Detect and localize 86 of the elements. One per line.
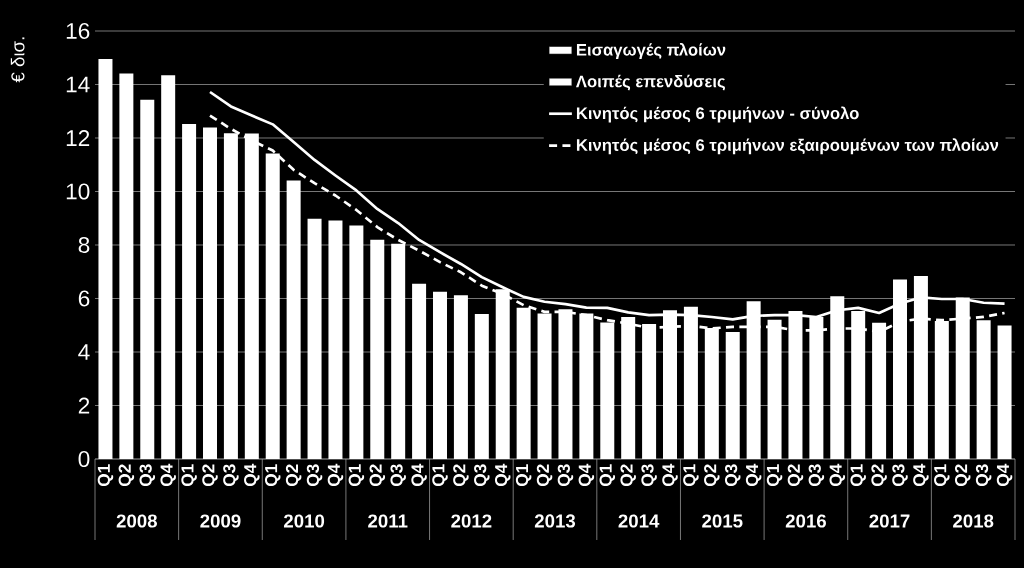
y-tick-label: 10 xyxy=(66,183,90,200)
bar xyxy=(328,220,343,459)
x-tick-label: Q3 xyxy=(808,464,825,487)
x-tick-label: Q3 xyxy=(139,464,156,487)
x-tick-label: Q3 xyxy=(975,464,992,487)
x-tick-label: Q3 xyxy=(474,464,490,487)
x-tick-label: Q4 xyxy=(829,463,846,487)
x-tick-label: Q2 xyxy=(202,464,218,487)
x-tick-label: Q1 xyxy=(934,464,950,487)
bar xyxy=(119,73,134,459)
bar xyxy=(412,283,427,459)
bar xyxy=(203,127,218,459)
text: 2014 xyxy=(618,514,660,528)
bar xyxy=(182,124,197,459)
x-tick-label: Q4 xyxy=(745,463,762,487)
text: 2016 xyxy=(785,514,826,528)
x-tick-label: Q4 xyxy=(160,463,176,487)
bar xyxy=(453,295,468,459)
x-tick-label: Q1 xyxy=(599,464,616,487)
text: 2012 xyxy=(451,514,492,528)
x-tick-label: Q3 xyxy=(223,464,239,487)
x-tick-label: Q2 xyxy=(620,464,636,487)
x-tick-label: Q1 xyxy=(181,464,197,487)
x-tick-label: Q2 xyxy=(453,464,469,487)
x-tick-label: Q4 xyxy=(913,463,929,487)
bar xyxy=(140,99,155,459)
y-tick-label: 6 xyxy=(78,290,90,307)
y-tick-label: 14 xyxy=(66,76,90,93)
x-tick-label: Q3 xyxy=(641,464,657,487)
y-tick-label: 8 xyxy=(78,236,90,254)
bar xyxy=(997,325,1012,459)
x-tick-label: Q1 xyxy=(850,464,866,487)
text: 2008 xyxy=(116,514,157,528)
bar xyxy=(474,314,489,459)
y-tick-label: 4 xyxy=(78,344,90,360)
x-tick-label: Q2 xyxy=(285,464,302,487)
y-axis-title: € δισ. xyxy=(10,37,25,83)
x-tick-label: Q4 xyxy=(996,463,1013,487)
text: 2015 xyxy=(702,514,743,528)
x-tick-label: Q1 xyxy=(264,464,281,487)
y-tick-label: 12 xyxy=(66,130,90,146)
legend-label: Εισαγωγές πλοίων xyxy=(576,43,726,59)
x-tick-label: Q3 xyxy=(724,464,741,487)
text: 2011 xyxy=(368,514,408,528)
bar xyxy=(161,75,176,459)
x-tick-label: Q1 xyxy=(683,464,699,487)
x-tick-label: Q4 xyxy=(244,463,260,487)
text: 2018 xyxy=(953,514,994,528)
y-tick-label: 2 xyxy=(78,397,90,414)
bar xyxy=(286,180,301,459)
x-tick-label: Q2 xyxy=(704,464,720,487)
x-tick-label: Q3 xyxy=(390,464,406,487)
x-tick-label: Q2 xyxy=(871,464,887,487)
text: 2017 xyxy=(869,514,910,528)
legend-label: Κινητός μέσος 6 τριμήνων εξαιρουμένων των πλοίων xyxy=(576,138,999,155)
x-tick-label: Q4 xyxy=(411,463,427,487)
x-tick-label: Q4 xyxy=(578,463,595,487)
x-tick-label: Q4 xyxy=(662,463,678,487)
x-tick-label: Q3 xyxy=(892,464,908,487)
bar xyxy=(370,239,385,459)
bar xyxy=(98,59,113,459)
x-tick-label: Q2 xyxy=(536,464,553,487)
x-tick-label: Q1 xyxy=(97,464,114,487)
x-tick-label: Q1 xyxy=(432,464,448,487)
x-tick-label: Q1 xyxy=(766,464,783,487)
x-tick-label: Q2 xyxy=(369,464,386,487)
x-tick-label: Q2 xyxy=(787,464,804,487)
legend-label: Κινητός μέσος 6 τριμήνων - σύνολο xyxy=(576,106,859,123)
bar xyxy=(725,331,740,459)
bar xyxy=(349,225,364,459)
x-tick-label: Q1 xyxy=(515,464,532,487)
x-tick-label: Q3 xyxy=(557,464,574,487)
y-tick-label: 16 xyxy=(66,22,90,40)
x-tick-label: Q4 xyxy=(494,463,511,487)
y-tick-label: 0 xyxy=(78,450,90,468)
text: 2009 xyxy=(200,514,241,528)
x-tick-label: Q4 xyxy=(327,463,344,487)
legend-label: Λοιπές επενδύσεις xyxy=(575,74,725,91)
bar xyxy=(307,218,322,459)
text: 2010 xyxy=(283,514,325,528)
bar xyxy=(433,291,447,459)
x-tick-label: Q3 xyxy=(306,464,323,487)
x-tick-label: Q2 xyxy=(118,464,135,487)
x-tick-label: Q2 xyxy=(954,464,971,487)
x-tick-label: Q1 xyxy=(348,464,365,487)
text: 2013 xyxy=(534,514,576,528)
